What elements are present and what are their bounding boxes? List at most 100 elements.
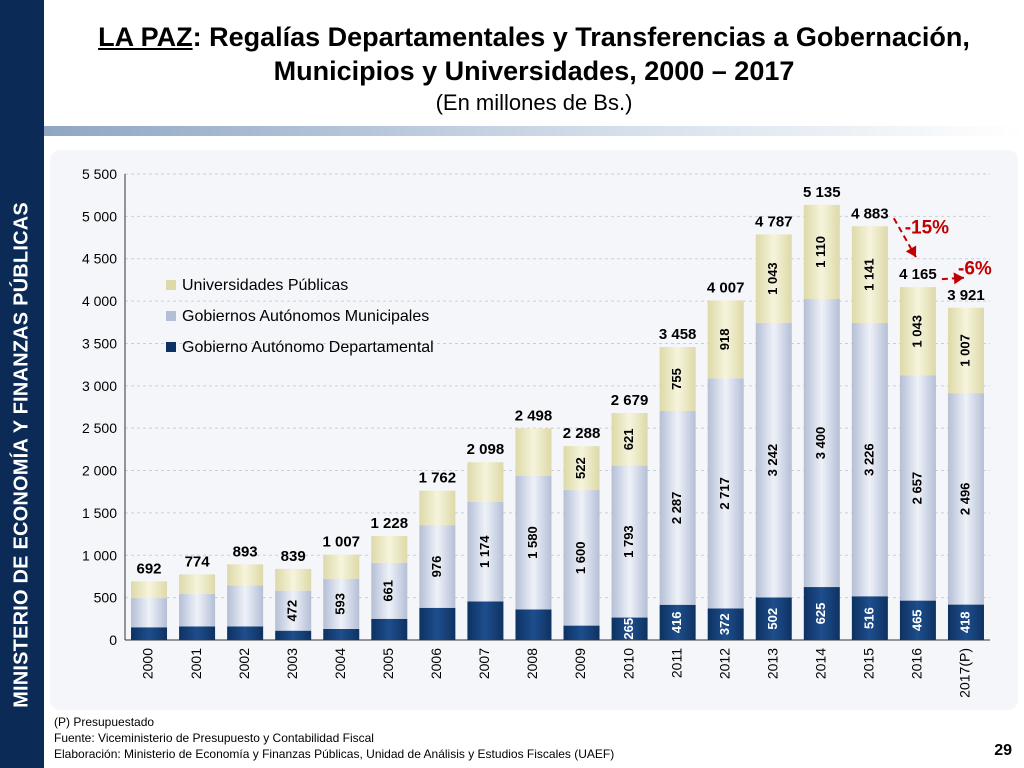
segment-label: 2 717 <box>717 477 732 510</box>
segment-label: 472 <box>285 600 300 622</box>
x-tick-label: 2000 <box>140 648 156 679</box>
total-label: 3 458 <box>659 326 697 343</box>
y-tick-label: 5 500 <box>82 166 117 182</box>
bar-segment <box>803 298 840 588</box>
title-text: : Regalías Departamentales y Transferenc… <box>192 22 970 52</box>
segment-label: 1 043 <box>909 315 924 348</box>
x-tick-label: 2010 <box>620 648 636 679</box>
x-tick-label: 2003 <box>284 648 300 679</box>
x-tick-label: 2016 <box>909 648 925 679</box>
total-label: 4 165 <box>899 266 937 283</box>
bar-segment <box>179 574 216 594</box>
bar-segment <box>323 578 360 629</box>
total-label: 2 288 <box>563 425 601 442</box>
sidebar: MINISTERIO DE ECONOMÍA Y FINANZAS PÚBLIC… <box>0 0 44 768</box>
bar-segment <box>419 607 456 640</box>
segment-label: 2 287 <box>669 492 684 525</box>
segment-label: 1 174 <box>477 535 492 568</box>
bar-segment <box>563 446 600 491</box>
segment-label: 502 <box>765 608 780 630</box>
x-tick-label: 2013 <box>764 648 780 679</box>
x-tick-label: 2007 <box>476 648 492 679</box>
total-label: 774 <box>185 553 211 570</box>
segment-label: 918 <box>717 329 732 351</box>
bar-segment <box>227 585 264 627</box>
ministry-name: MINISTERIO DE ECONOMÍA Y FINANZAS PÚBLIC… <box>10 202 33 708</box>
bar-segment <box>851 596 888 640</box>
y-tick-label: 3 500 <box>82 335 117 351</box>
total-label: 2 679 <box>611 392 649 409</box>
bar-segment <box>323 554 360 579</box>
legend-entry: Universidades Públicas <box>182 277 348 294</box>
bar-segment <box>947 307 984 394</box>
bar-segment <box>899 287 936 376</box>
segment-label: 3 400 <box>813 427 828 460</box>
legend-swatch <box>166 280 176 290</box>
total-label: 893 <box>233 543 258 560</box>
segment-label: 1 110 <box>813 236 828 268</box>
bar-segment <box>947 604 984 640</box>
bar-segment <box>323 628 360 640</box>
x-tick-label: 2001 <box>188 648 204 679</box>
segment-label: 1 600 <box>573 542 588 575</box>
bar-segment <box>275 630 312 640</box>
y-tick-label: 2 000 <box>82 463 117 479</box>
bar-segment <box>227 564 264 586</box>
total-label: 1 228 <box>371 515 409 532</box>
y-tick-label: 4 000 <box>82 293 117 309</box>
total-label: 692 <box>137 560 162 577</box>
header-divider <box>44 126 1024 136</box>
segment-label: 1 043 <box>765 262 780 295</box>
bar-segment <box>803 204 840 299</box>
segment-label: 516 <box>861 607 876 629</box>
bar-segment <box>131 598 168 628</box>
segment-label: 416 <box>669 612 684 634</box>
bar-segment <box>947 393 984 605</box>
x-tick-label: 2005 <box>380 648 396 679</box>
x-tick-label: 2008 <box>524 648 540 679</box>
bar-segment <box>371 618 408 640</box>
segment-label: 3 242 <box>765 444 780 477</box>
bar-segment <box>419 490 456 526</box>
page-title-line2: Municipios y Universidades, 2000 – 2017 <box>273 56 795 86</box>
chart-panel: 0 500 1 000 1 500 2 000 2 500 3 000 3 500 4 000 4… <box>50 150 1018 710</box>
segment-label: 621 <box>621 428 636 450</box>
title-region: LA PAZ <box>98 22 193 52</box>
bar-segment <box>851 322 888 597</box>
x-tick-label: 2014 <box>813 648 829 679</box>
bar-segment <box>275 590 312 631</box>
total-label: 1 007 <box>322 534 360 551</box>
annotation-label: -15% <box>905 218 949 239</box>
segment-label: 593 <box>333 593 348 615</box>
bar-segment <box>755 597 792 640</box>
bar-segment <box>611 617 648 640</box>
total-label: 2 498 <box>515 407 553 424</box>
bar-segment <box>275 568 312 591</box>
total-label: 1 762 <box>419 470 457 487</box>
bar-segment <box>611 465 648 618</box>
y-tick-label: 1 500 <box>82 505 117 521</box>
bar-segment <box>659 347 696 411</box>
segment-label: 1 793 <box>621 525 636 558</box>
page-title: LA PAZ: Regalías Departamentales y Trans… <box>44 22 1024 53</box>
segment-label: 522 <box>573 457 588 479</box>
page-subtitle: (En millones de Bs.) <box>435 90 633 115</box>
legend-swatch <box>166 342 176 352</box>
bar-segment <box>899 375 936 601</box>
x-tick-label: 2002 <box>236 648 252 679</box>
bar-segment <box>563 625 600 640</box>
legend-swatch <box>166 311 176 321</box>
segment-label: 2 657 <box>909 472 924 505</box>
legend-entry: Gobierno Autónomo Departamental <box>182 339 434 356</box>
y-tick-label: 3 000 <box>82 378 117 394</box>
segment-label: 1 141 <box>861 258 876 291</box>
bar-segment <box>515 428 552 476</box>
annotation-label: -6% <box>958 258 992 279</box>
annotation-arrowhead <box>905 245 917 258</box>
segment-label: 1 580 <box>525 526 540 559</box>
total-label: 2 098 <box>467 441 505 458</box>
segment-label: 465 <box>909 609 924 631</box>
bar-segment <box>563 490 600 626</box>
footer-elaboration: Elaboración: Ministerio de Economía y Fi… <box>54 747 615 761</box>
y-tick-label: 2 500 <box>82 420 117 436</box>
